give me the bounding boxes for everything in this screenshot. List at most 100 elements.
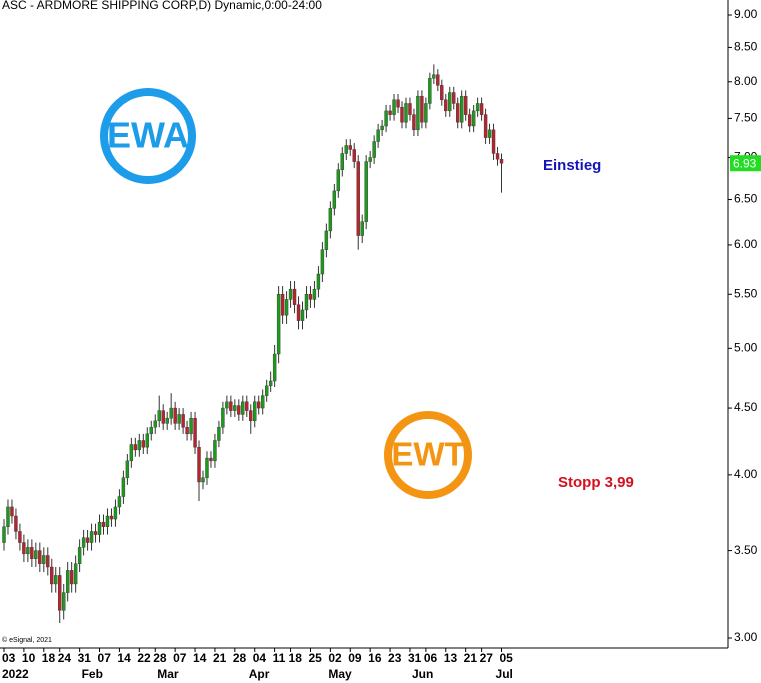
candle-body bbox=[344, 145, 348, 154]
candle-body bbox=[46, 555, 50, 568]
y-tick-label: 6.00 bbox=[734, 237, 758, 251]
candle-body bbox=[109, 515, 114, 520]
candle-body bbox=[471, 110, 476, 127]
candle-body bbox=[479, 103, 484, 115]
candle-body bbox=[452, 92, 456, 104]
candle-body bbox=[197, 446, 201, 483]
x-tick-label: 28 bbox=[233, 651, 247, 665]
candle-body bbox=[284, 299, 289, 316]
candle-body bbox=[420, 95, 424, 123]
y-tick-label: 9.00 bbox=[734, 7, 758, 21]
candle-body bbox=[324, 230, 329, 250]
candle-body bbox=[177, 414, 181, 424]
candle-body bbox=[161, 410, 165, 424]
candle-body bbox=[261, 395, 265, 409]
candle-body bbox=[153, 420, 157, 428]
candle-body bbox=[193, 418, 197, 448]
candle-body bbox=[384, 110, 388, 127]
candle-body bbox=[456, 103, 460, 123]
candle-body bbox=[368, 157, 372, 162]
y-tick-label: 8.00 bbox=[734, 74, 758, 88]
candle-body bbox=[181, 414, 185, 428]
x-tick-label: 09 bbox=[348, 651, 362, 665]
x-tick-label: 21 bbox=[464, 651, 478, 665]
x-tick-label: 24 bbox=[58, 651, 72, 665]
last-price-box bbox=[730, 155, 761, 172]
candle-body bbox=[77, 547, 82, 564]
candle-body bbox=[18, 531, 22, 543]
y-tick-label: 7.50 bbox=[734, 111, 758, 125]
x-tick-label: 22 bbox=[137, 651, 151, 665]
candle-body bbox=[408, 103, 412, 115]
candle-body bbox=[201, 477, 205, 483]
month-label: May bbox=[328, 667, 352, 681]
candle-body bbox=[85, 537, 90, 543]
candle-body bbox=[364, 161, 368, 222]
ewt-logo: EWT bbox=[384, 411, 472, 499]
candle-body bbox=[205, 457, 209, 478]
candle-body bbox=[65, 570, 70, 593]
candle-body bbox=[133, 444, 138, 451]
candle-body bbox=[237, 405, 241, 415]
candle-body bbox=[149, 427, 153, 435]
candle-body bbox=[189, 418, 193, 435]
candle-body bbox=[376, 129, 380, 142]
y-tick-label: 6.50 bbox=[734, 192, 758, 206]
candle-body bbox=[2, 526, 6, 543]
candle-body bbox=[372, 141, 376, 158]
candle-body bbox=[463, 95, 468, 115]
candle-body bbox=[221, 407, 225, 428]
candle-body bbox=[141, 440, 146, 448]
y-tick-label: 3.50 bbox=[734, 543, 758, 557]
x-tick-label: 14 bbox=[117, 651, 131, 665]
candle-body bbox=[38, 550, 42, 564]
candle-body bbox=[304, 294, 309, 311]
ewa-logo: EWA bbox=[100, 88, 196, 184]
candle-body bbox=[233, 405, 237, 411]
x-tick-label: 18 bbox=[42, 651, 56, 665]
x-tick-label: 18 bbox=[289, 651, 303, 665]
candle-body bbox=[10, 506, 14, 517]
annotation: Stopp 3,99 bbox=[558, 474, 634, 491]
month-label: Jun bbox=[412, 667, 433, 681]
y-tick-label: 3.00 bbox=[734, 630, 758, 644]
chart-title: ASC - ARDMORE SHIPPING CORP,D) Dynamic,0… bbox=[2, 0, 322, 12]
ewa-ring bbox=[100, 88, 196, 184]
candle-body bbox=[416, 95, 420, 131]
month-label: Apr bbox=[249, 667, 270, 681]
ewa-text: EWA bbox=[107, 115, 189, 156]
ewt-ring bbox=[384, 411, 472, 499]
x-tick-label: 28 bbox=[153, 651, 167, 665]
candle-body bbox=[62, 592, 66, 611]
candle-body bbox=[169, 407, 173, 419]
candle-body bbox=[404, 103, 408, 123]
candle-body bbox=[280, 294, 285, 316]
candle-body bbox=[113, 506, 118, 520]
candle-body bbox=[105, 515, 110, 527]
candle-body bbox=[249, 410, 253, 422]
copyright: © eSignal, 2021 bbox=[2, 636, 52, 644]
x-tick-label: 21 bbox=[213, 651, 227, 665]
x-tick-label: 31 bbox=[408, 651, 422, 665]
candle-body bbox=[432, 74, 436, 79]
x-tick-label: 07 bbox=[98, 651, 112, 665]
candle-body bbox=[340, 153, 344, 170]
x-tick-label: 04 bbox=[253, 651, 267, 665]
y-tick-label: 4.50 bbox=[734, 400, 758, 414]
candle-body bbox=[129, 444, 134, 462]
candle-body bbox=[22, 542, 26, 555]
candle-body bbox=[440, 85, 444, 100]
candle-body bbox=[81, 537, 86, 548]
candle-body bbox=[428, 78, 432, 104]
x-tick-label: 16 bbox=[368, 651, 382, 665]
candle-body bbox=[54, 575, 58, 585]
candle-body bbox=[217, 427, 221, 441]
month-label: Mar bbox=[157, 667, 179, 681]
x-tick-label: 13 bbox=[444, 651, 458, 665]
candle-body bbox=[400, 106, 404, 123]
candle-body bbox=[392, 99, 396, 115]
candle-body bbox=[475, 103, 480, 112]
candle-body bbox=[332, 190, 337, 209]
candle-body bbox=[165, 418, 169, 424]
